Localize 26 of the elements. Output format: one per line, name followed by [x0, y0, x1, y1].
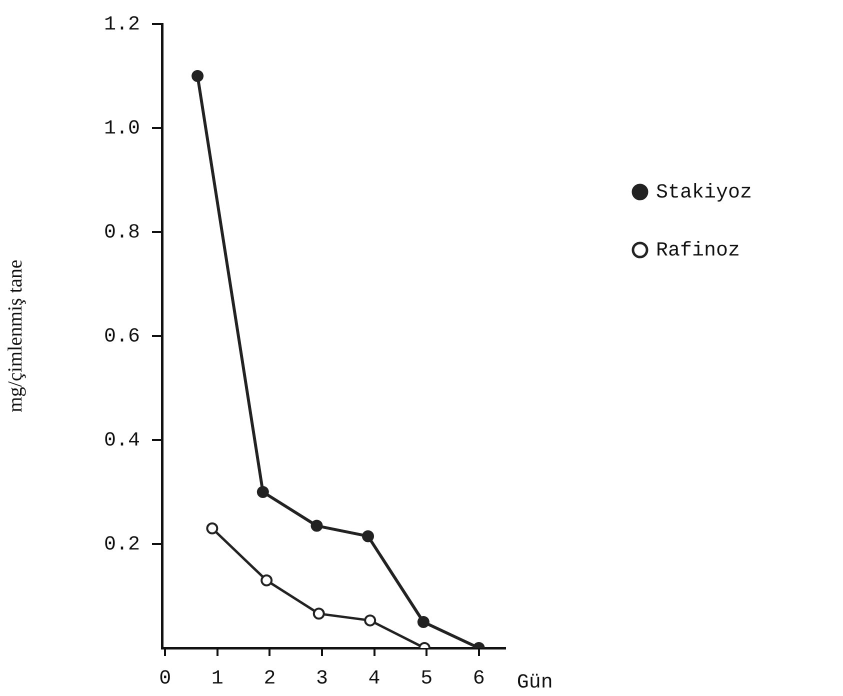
point — [312, 608, 325, 620]
x-tick-label: 5 — [420, 667, 433, 690]
y-tick-label: 0.2 — [104, 533, 140, 556]
x-axis-title: Gün — [516, 671, 553, 694]
y-tick-label: 0.4 — [104, 429, 140, 452]
y-tick-label: 1.0 — [104, 117, 140, 140]
point — [260, 574, 273, 586]
x-tick-label: 1 — [211, 667, 224, 690]
point — [256, 486, 269, 498]
y-tick-label: 0.6 — [104, 325, 140, 348]
x-tick-label: 2 — [264, 667, 276, 690]
x-tick-label: 0 — [159, 667, 172, 690]
y-tick-label: 0.8 — [104, 221, 140, 244]
x-tick-label: 3 — [316, 667, 328, 690]
y-tick-label: 1.2 — [104, 13, 140, 36]
point — [192, 70, 204, 82]
legend-label: Stakiyoz — [656, 181, 752, 204]
point — [310, 520, 323, 532]
point — [362, 530, 374, 542]
point — [417, 616, 430, 628]
point — [364, 614, 376, 626]
legend-label: Rafinoz — [656, 239, 740, 262]
x-tick-label: 4 — [368, 667, 380, 690]
point — [206, 522, 218, 534]
y-axis-title: mg/çimlenmiş tane — [4, 260, 26, 412]
x-tick-label: 6 — [472, 667, 485, 690]
